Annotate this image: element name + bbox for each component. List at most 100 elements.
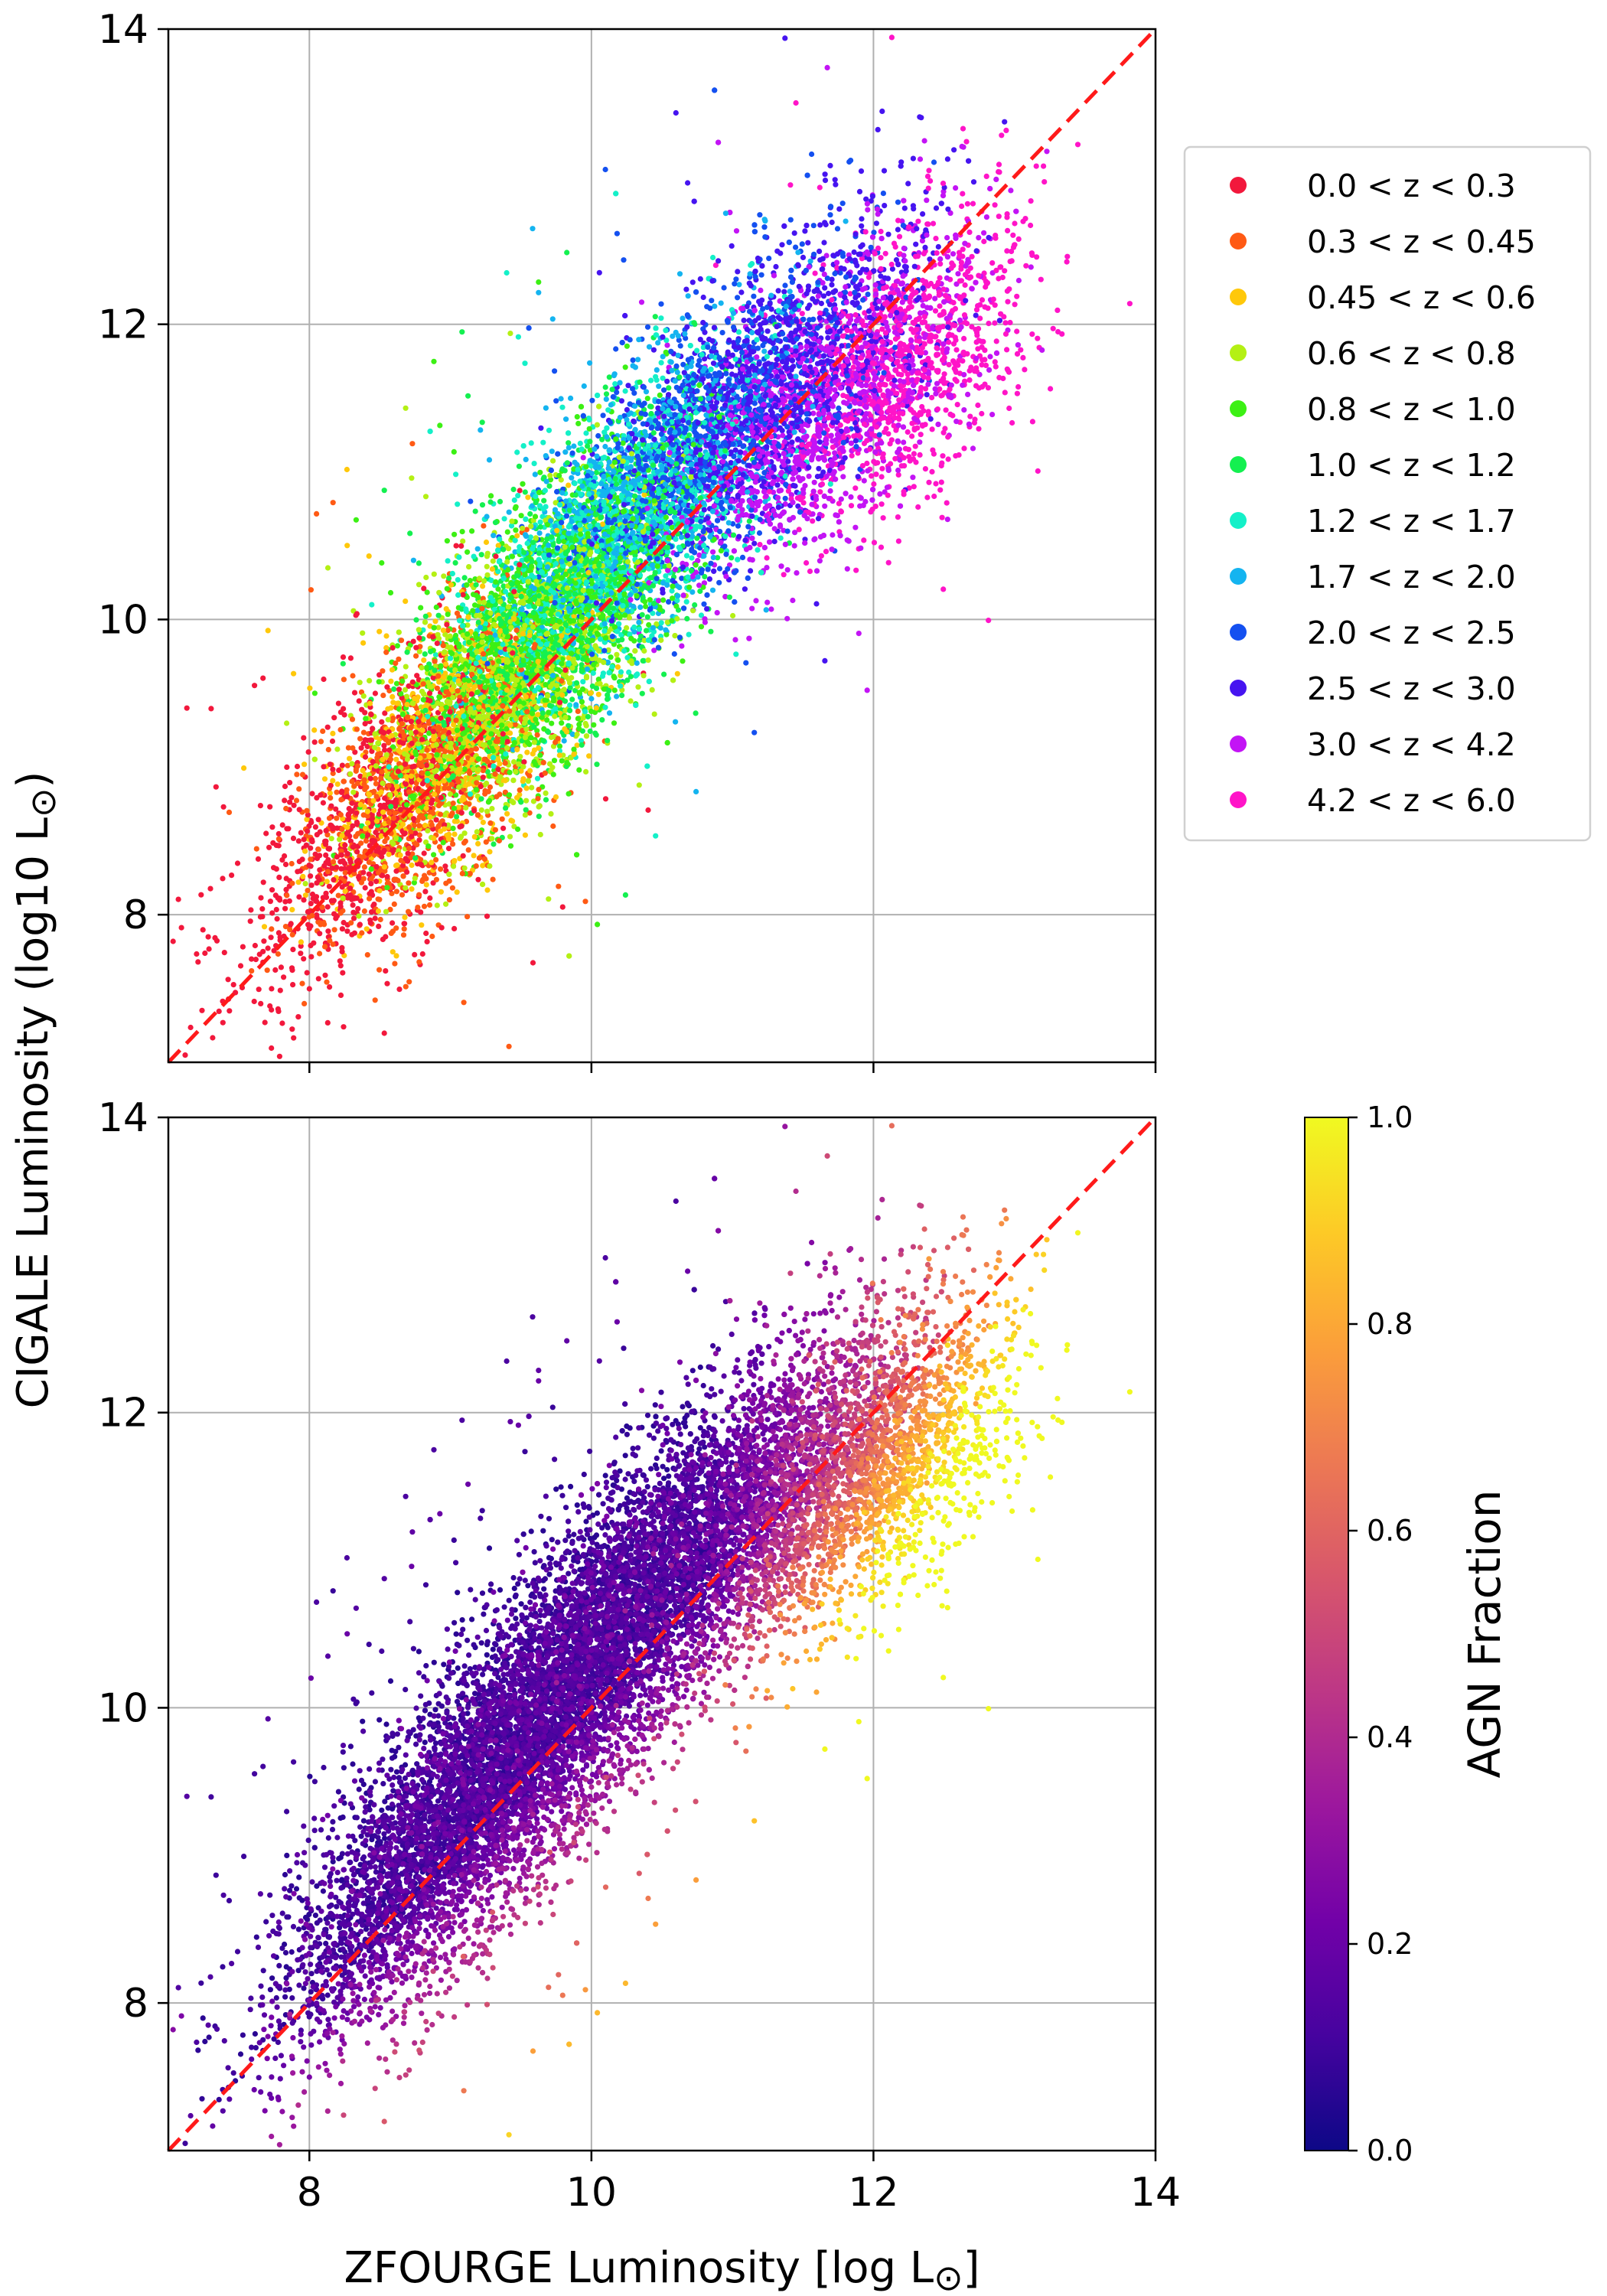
- data-point: [569, 475, 574, 481]
- data-point: [240, 944, 246, 950]
- data-point: [1028, 223, 1033, 228]
- data-point: [773, 264, 778, 269]
- data-point: [984, 174, 989, 179]
- data-point: [1051, 326, 1056, 331]
- data-point: [269, 824, 275, 830]
- data-point: [751, 730, 757, 735]
- data-point: [552, 368, 557, 373]
- data-point: [455, 889, 460, 895]
- data-point: [641, 658, 646, 664]
- data-point: [282, 906, 288, 912]
- data-point: [666, 385, 671, 390]
- data-point: [757, 530, 762, 536]
- data-point: [710, 255, 715, 260]
- data-point: [826, 291, 831, 296]
- data-point: [615, 664, 621, 670]
- data-point: [471, 554, 477, 559]
- data-point: [416, 560, 422, 566]
- data-point: [870, 487, 875, 492]
- data-point: [701, 602, 706, 607]
- data-point: [248, 918, 253, 924]
- data-point: [530, 960, 536, 965]
- data-point: [524, 750, 530, 755]
- data-point: [895, 200, 901, 205]
- data-point: [325, 1020, 331, 1026]
- data-point: [562, 449, 568, 455]
- data-point: [336, 701, 341, 706]
- data-point: [645, 396, 650, 401]
- data-point: [643, 604, 648, 609]
- data-point: [1075, 142, 1081, 147]
- data-point: [1002, 119, 1007, 125]
- data-point: [384, 981, 390, 987]
- data-point: [811, 252, 817, 257]
- data-point: [290, 947, 295, 952]
- data-point: [272, 967, 278, 973]
- data-point: [427, 902, 432, 908]
- data-point: [362, 864, 367, 869]
- data-point: [1015, 351, 1020, 357]
- data-point: [367, 553, 372, 559]
- data-point: [650, 687, 655, 693]
- data-point: [296, 786, 302, 791]
- data-point: [945, 517, 950, 522]
- data-point: [762, 234, 768, 240]
- data-point: [475, 546, 481, 552]
- data-point: [297, 807, 302, 812]
- data-point: [367, 678, 372, 683]
- data-point: [507, 1044, 512, 1049]
- data-point: [413, 654, 419, 659]
- data-point: [312, 739, 318, 745]
- data-point: [639, 299, 644, 305]
- data-point: [249, 968, 254, 974]
- data-point: [438, 866, 443, 872]
- data-point: [1012, 220, 1017, 226]
- data-point: [488, 493, 494, 498]
- data-point: [581, 455, 586, 460]
- data-point: [656, 399, 661, 404]
- data-point: [794, 100, 799, 106]
- data-point: [341, 1024, 346, 1029]
- data-point: [435, 902, 440, 908]
- data-point: [522, 360, 527, 366]
- data-point: [790, 598, 795, 603]
- data-point: [931, 494, 937, 499]
- data-point: [982, 357, 987, 362]
- data-point: [664, 343, 670, 348]
- data-point: [584, 733, 589, 739]
- data-point: [970, 254, 975, 259]
- data-point: [636, 337, 641, 342]
- data-point: [269, 1045, 274, 1051]
- data-point: [543, 406, 549, 411]
- data-point: [631, 419, 636, 424]
- data-point: [604, 396, 609, 402]
- data-point: [817, 489, 823, 494]
- data-point: [252, 999, 257, 1004]
- data-point: [517, 488, 523, 493]
- data-point: [382, 1030, 387, 1035]
- data-point: [686, 293, 691, 298]
- data-point: [940, 515, 945, 520]
- data-point: [926, 186, 931, 191]
- data-point: [529, 785, 534, 791]
- data-point: [538, 426, 543, 431]
- data-point: [680, 658, 685, 664]
- data-point: [863, 229, 869, 234]
- data-point: [491, 841, 496, 846]
- data-point: [939, 463, 944, 468]
- data-point: [441, 573, 446, 579]
- data-point: [530, 226, 535, 231]
- data-point: [684, 599, 689, 605]
- data-point: [479, 552, 484, 557]
- data-point: [971, 179, 976, 184]
- data-point: [525, 494, 530, 500]
- data-point: [673, 110, 679, 116]
- data-point: [865, 687, 870, 693]
- data-point: [989, 260, 995, 266]
- data-point: [394, 681, 399, 687]
- data-point: [905, 429, 911, 435]
- data-point: [523, 517, 528, 522]
- data-point: [934, 205, 939, 210]
- data-point: [873, 471, 878, 477]
